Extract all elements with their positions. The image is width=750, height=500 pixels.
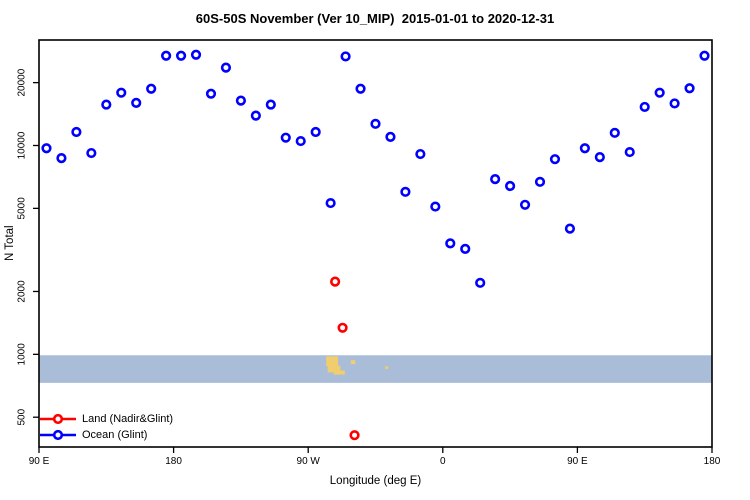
ocean-open-circle-icon: [39, 428, 77, 442]
ocean-point: [505, 180, 516, 192]
ocean-point: [415, 148, 426, 160]
strip-land-patagonia-upper: [326, 356, 339, 367]
ocean-point: [355, 83, 366, 94]
land-open-circle-icon: [39, 412, 77, 426]
ocean-point: [699, 50, 710, 61]
latitude-strip-band: [39, 355, 712, 383]
ocean-point: [220, 62, 232, 73]
ocean-point: [594, 151, 605, 163]
ocean-point: [71, 126, 82, 138]
strip-land-falkland-islands: [350, 360, 356, 365]
y-tick-label: 20000: [17, 68, 28, 96]
ocean-point: [684, 83, 695, 94]
strip-land-patagonia-tail: [333, 370, 345, 375]
y-tick-label: 10000: [17, 131, 28, 159]
x-tick-label: 90 E: [567, 456, 588, 467]
ocean-point: [475, 277, 486, 288]
ocean-point: [624, 146, 635, 158]
ocean-point: [564, 223, 576, 234]
legend-item-ocean: Ocean (Glint): [39, 427, 173, 443]
y-tick-label: 500: [17, 408, 28, 425]
ocean-point: [295, 135, 306, 147]
ocean-point: [86, 147, 97, 159]
x-tick-label: 90 E: [29, 456, 50, 467]
ocean-point: [534, 176, 546, 187]
ocean-point: [340, 51, 351, 62]
ocean-point: [146, 83, 157, 94]
ocean-point: [175, 50, 187, 61]
plot-border: [38, 39, 713, 448]
x-tick-label: 180: [704, 456, 721, 467]
x-axis-label: Longitude (deg E): [329, 475, 422, 487]
ocean-point: [101, 99, 112, 110]
land-point: [330, 276, 341, 287]
ocean-point: [370, 118, 381, 129]
ocean-point: [310, 126, 321, 138]
ocean-point: [235, 95, 246, 106]
ocean-point: [639, 101, 650, 113]
ocean-point: [250, 110, 261, 121]
y-tick-label: 2000: [17, 280, 28, 303]
y-axis-label: N Total: [4, 225, 16, 262]
x-tick-label: 90 W: [297, 456, 321, 467]
ocean-point: [41, 143, 52, 154]
ocean-point: [460, 243, 471, 254]
ocean-point: [161, 50, 172, 61]
y-tick-label: 1000: [17, 343, 28, 366]
ocean-point: [549, 154, 561, 165]
ocean-point: [609, 127, 620, 138]
ocean-point: [445, 238, 456, 249]
ocean-point: [669, 98, 680, 109]
ocean-point: [430, 201, 441, 212]
ocean-point: [490, 174, 501, 185]
legend-item-land: Land (Nadir&Glint): [39, 411, 173, 427]
ocean-point: [56, 153, 67, 164]
legend: Land (Nadir&Glint) Ocean (Glint): [39, 411, 173, 443]
legend-label-land: Land (Nadir&Glint): [82, 413, 174, 425]
x-tick-label: 0: [440, 456, 446, 467]
x-tick-label: 180: [165, 456, 182, 467]
ocean-point: [325, 197, 336, 209]
strip-land-patagonia-mid: [327, 365, 341, 373]
ocean-point: [400, 186, 411, 197]
y-tick-label: 5000: [17, 197, 28, 220]
land-point: [349, 430, 360, 441]
ocean-point: [190, 49, 202, 60]
ocean-point: [205, 88, 217, 99]
strip-land-south-georgia: [385, 366, 389, 370]
ocean-point: [131, 97, 142, 108]
ocean-point: [579, 143, 590, 154]
ocean-point: [385, 131, 396, 142]
ocean-point: [654, 87, 665, 98]
land-point: [337, 322, 348, 333]
legend-label-ocean: Ocean (Glint): [82, 429, 148, 441]
ocean-point: [280, 132, 291, 143]
ocean-point: [265, 99, 276, 110]
ocean-point: [116, 87, 127, 98]
ocean-point: [519, 199, 531, 210]
chart-title: 60S-50S November (Ver 10_MIP) 2015-01-01…: [195, 11, 555, 26]
